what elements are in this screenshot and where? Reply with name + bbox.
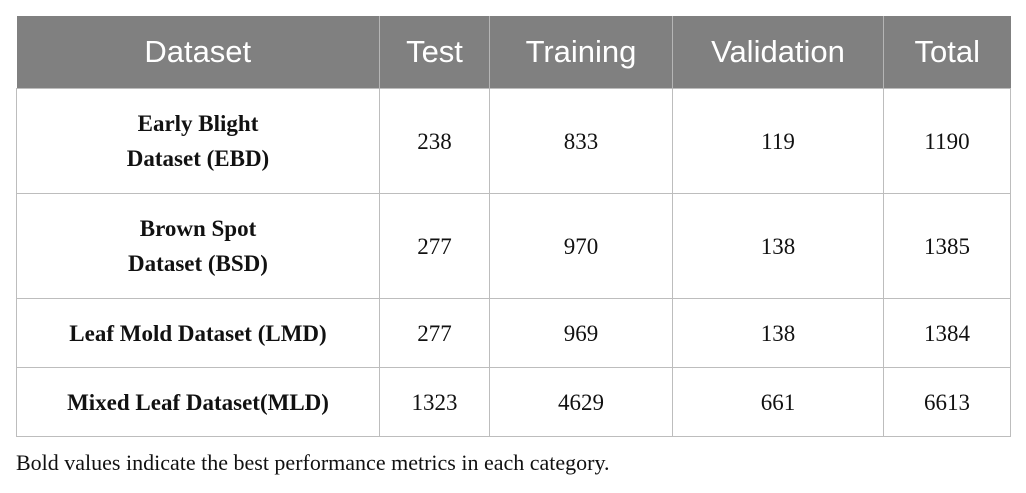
table-cell: 1190: [883, 88, 1011, 194]
table-cell: 1384: [883, 298, 1011, 368]
row-label: Mixed Leaf Dataset(MLD): [16, 367, 380, 437]
row-label: Leaf Mold Dataset (LMD): [16, 298, 380, 368]
table-row: Mixed Leaf Dataset(MLD) 1323 4629 661 6613: [16, 367, 1011, 437]
header-cell: Total: [883, 16, 1011, 89]
table-cell: 661: [672, 367, 884, 437]
table-cell: 969: [489, 298, 673, 368]
table-cell: 6613: [883, 367, 1011, 437]
header-row: Dataset Test Training Validation Total: [16, 16, 1011, 89]
table-row: Brown Spot Dataset (BSD) 277 970 138 1385: [16, 193, 1011, 299]
header-cell: Dataset: [16, 16, 380, 89]
header-cell: Test: [379, 16, 490, 89]
table-cell: 833: [489, 88, 673, 194]
header-cell: Training: [489, 16, 673, 89]
header-cell: Validation: [672, 16, 884, 89]
table-cell: 4629: [489, 367, 673, 437]
table-cell: 138: [672, 193, 884, 299]
row-label: Brown Spot Dataset (BSD): [16, 193, 380, 299]
table-cell: 277: [379, 193, 490, 299]
data-table: Dataset Test Training Validation Total Early…: [16, 16, 1011, 437]
row-label: Early Blight Dataset (EBD): [16, 88, 380, 194]
table-cell: 970: [489, 193, 673, 299]
table-cell: 277: [379, 298, 490, 368]
table-cell: 119: [672, 88, 884, 194]
table-cell: 138: [672, 298, 884, 368]
table-cell: 1385: [883, 193, 1011, 299]
table-row: Early Blight Dataset (EBD) 238 833 119 1190: [16, 88, 1011, 194]
table-cell: 238: [379, 88, 490, 194]
table-row: Leaf Mold Dataset (LMD) 277 969 138 1384: [16, 298, 1011, 368]
table-cell: 1323: [379, 367, 490, 437]
footnote: Bold values indicate the best performanc…: [16, 450, 610, 475]
